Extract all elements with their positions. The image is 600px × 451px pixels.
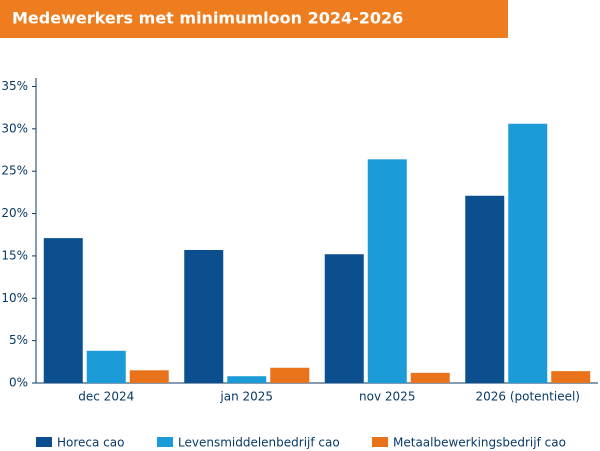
legend-label: Levensmiddelenbedrijf cao	[178, 436, 340, 450]
legend-swatch	[372, 437, 388, 447]
bar	[410, 372, 450, 383]
y-tick-label: 0%	[9, 376, 28, 390]
bar	[367, 159, 407, 383]
legend-label: Metaalbewerkingsbedrijf cao	[393, 436, 566, 450]
legend-swatch	[157, 437, 173, 447]
title-banner	[0, 0, 508, 38]
bar	[324, 254, 364, 383]
bar	[43, 238, 83, 383]
y-tick-label: 35%	[1, 79, 28, 93]
bar	[129, 370, 169, 383]
x-tick-label: dec 2024	[78, 390, 134, 404]
bar	[86, 350, 126, 383]
y-tick-label: 10%	[1, 291, 28, 305]
legend-label: Horeca cao	[57, 436, 124, 450]
bar	[551, 371, 591, 383]
y-tick-label: 25%	[1, 164, 28, 178]
bar	[184, 249, 224, 383]
bar	[465, 195, 505, 383]
x-tick-label: nov 2025	[359, 390, 415, 404]
legend-swatch	[36, 437, 52, 447]
y-tick-label: 5%	[9, 333, 28, 347]
bar	[270, 367, 310, 383]
y-tick-label: 15%	[1, 248, 28, 262]
x-tick-label: 2026 (potentieel)	[475, 390, 580, 404]
x-tick-label: jan 2025	[219, 390, 273, 404]
bar	[508, 123, 548, 383]
y-tick-label: 30%	[1, 121, 28, 135]
y-tick-label: 20%	[1, 206, 28, 220]
bar	[227, 376, 267, 383]
chart-title: Medewerkers met minimumloon 2024-2026	[12, 9, 403, 28]
